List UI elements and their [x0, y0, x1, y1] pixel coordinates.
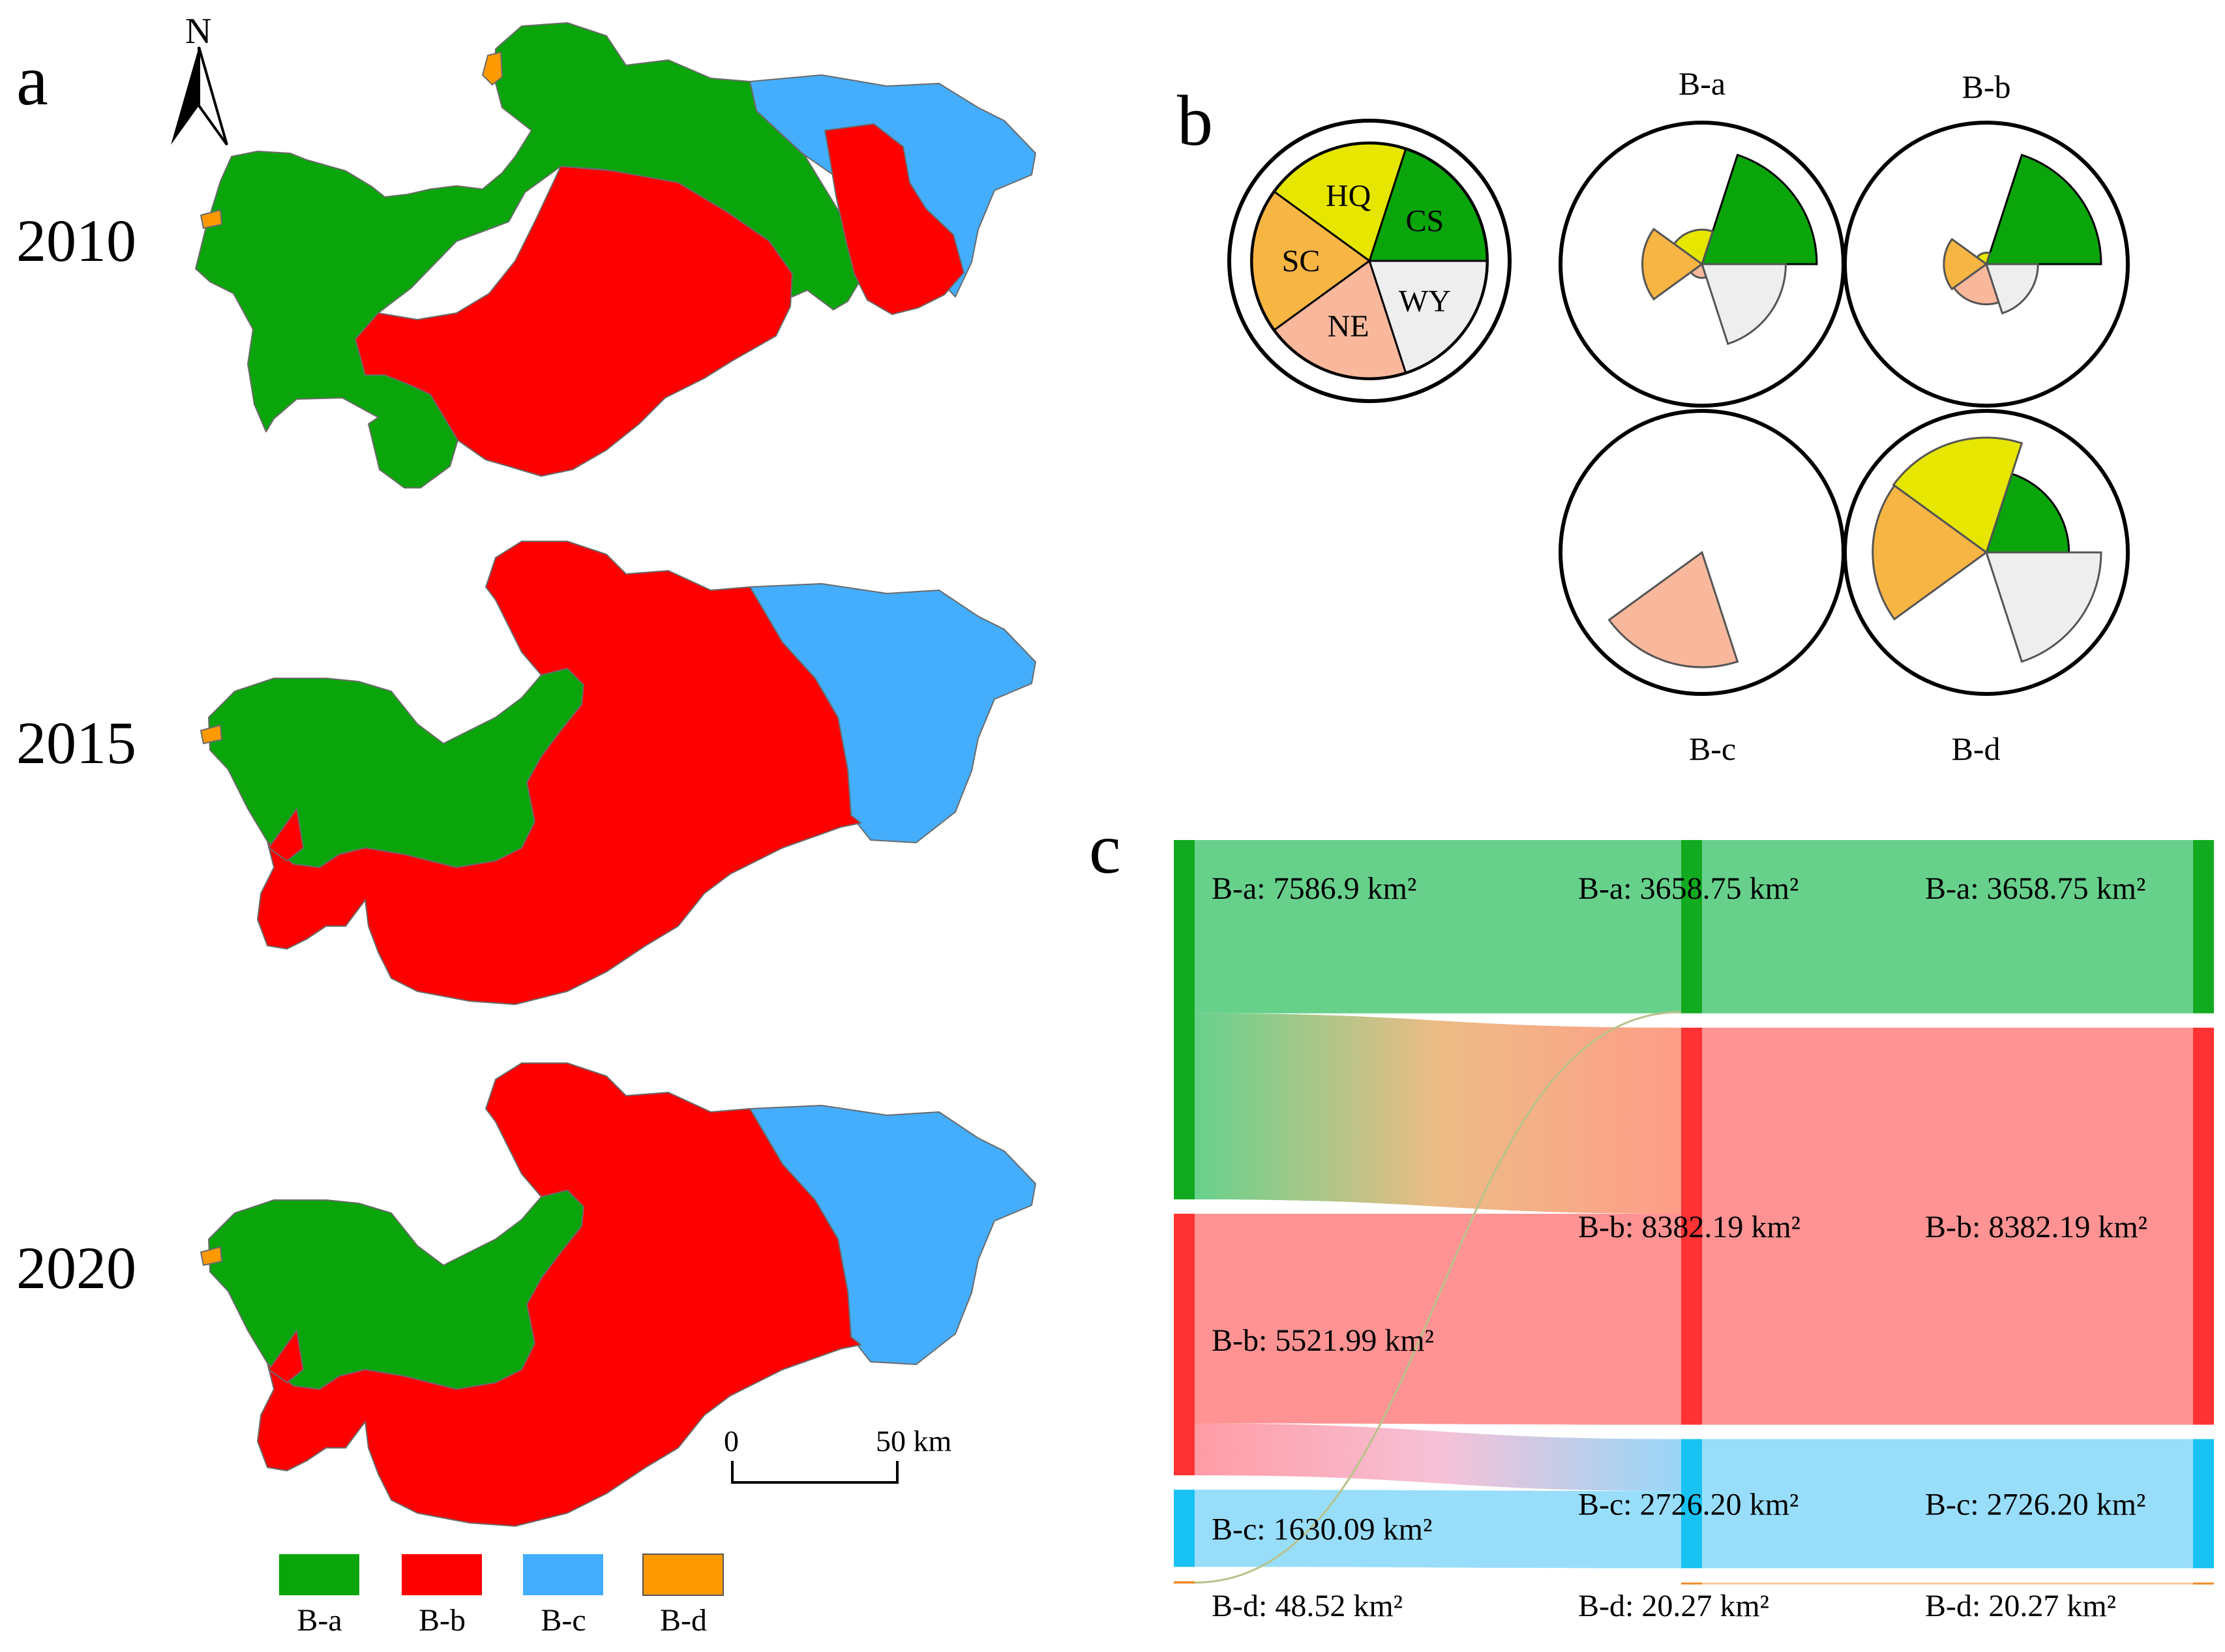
year-label-2020: 2020: [16, 1235, 136, 1301]
panel-label-b: b: [1177, 81, 1213, 160]
legend-swatch-b-d: [642, 1554, 724, 1596]
legend-swatch-b-c: [523, 1554, 603, 1595]
rose-b-b-wedge-cs: [1984, 153, 2102, 265]
sankey-node-2020-b-c: [2193, 1439, 2214, 1569]
rose-key-wedge-cs: [1367, 147, 1488, 262]
map-2015: [200, 541, 1036, 1005]
sankey-label-2020-b-b: B-b: 8382.19 km²: [1925, 1210, 2147, 1244]
sankey-node-2010-b-d: [1174, 1581, 1195, 1584]
legend-label-b-a: B-a: [297, 1603, 342, 1638]
north-arrow-label: N: [185, 11, 211, 52]
scale-bar: 0 50 km: [724, 1424, 952, 1484]
region-b-b: [268, 808, 304, 862]
rose-b-b-wedge-wy: [1984, 263, 2039, 315]
sankey-node-2010-b-c: [1174, 1490, 1195, 1567]
rose-b-d-wedge-cs: [1984, 472, 2070, 554]
flow-b-c-to-b-c: [1195, 1490, 1681, 1569]
year-label-2015: 2015: [16, 710, 136, 776]
rose-b-a-wedge-sc: [1641, 228, 1704, 301]
rose-key-wedge-sc: [1251, 190, 1371, 331]
legend-label-b-c: B-c: [541, 1603, 586, 1638]
region-b-b: [824, 123, 964, 315]
rose-b-d-wedge-wy: [1984, 551, 2102, 663]
sankey-label-2010-b-a: B-a: 7586.9 km²: [1212, 871, 1416, 906]
legend-swatch-b-b: [402, 1554, 482, 1595]
region-b-d: [200, 209, 222, 229]
rose-b-d-wedge-hq: [1892, 436, 2023, 554]
scale-bar-zero: 0: [724, 1424, 739, 1458]
sankey-label-2010-b-c: B-c: 1630.09 km²: [1212, 1512, 1432, 1546]
sankey-node-2015-b-b: [1681, 1027, 1702, 1425]
rose-b-d-wedge-sc: [1872, 484, 1988, 621]
panel-label-c: c: [1089, 809, 1121, 888]
rose-b-a-wedge-wy: [1700, 263, 1787, 346]
rose-key-label-wy: WY: [1399, 284, 1451, 319]
map-2010: [195, 22, 1036, 488]
region-b-b: [268, 1330, 304, 1383]
flow-2015-b-a-to-2020-b-a: [1702, 840, 2193, 1014]
panel-label-a: a: [16, 40, 48, 120]
flow-b-b-to-b-b: [1195, 1214, 1681, 1425]
sankey-node-2020-b-b: [2193, 1027, 2214, 1425]
rose-b-a-wedge-hq: [1673, 228, 1714, 266]
legend-label-b-d: B-d: [660, 1603, 707, 1638]
sankey-label-2010-b-d: B-d: 48.52 km²: [1212, 1589, 1403, 1623]
rose-key-wedge-wy: [1367, 260, 1488, 374]
flow-2015-b-d-to-2020-b-d: [1702, 1582, 2193, 1585]
sankey-node-2015-b-c: [1681, 1439, 1702, 1569]
flow-2015-b-c-to-2020-b-c: [1702, 1439, 2193, 1569]
flow-b-a-to-b-b: [1195, 1013, 1681, 1214]
sankey-node-2010-b-b: [1174, 1214, 1195, 1476]
map-2020: [200, 1062, 1036, 1527]
rose-key-wedge-hq: [1273, 142, 1407, 263]
rose-key-label-ne: NE: [1328, 309, 1369, 344]
sankey-label-2020-b-c: B-c: 2726.20 km²: [1925, 1488, 2145, 1522]
rose-b-b-label: B-b: [1962, 68, 2011, 105]
sankey-node-2015-b-d: [1681, 1582, 1702, 1585]
year-label-2010: 2010: [16, 207, 136, 274]
region-b-d: [200, 725, 222, 744]
sankey-node-2020-b-d: [2193, 1582, 2214, 1585]
rose-b-b-wedge-sc: [1943, 237, 1988, 291]
sankey-node-2010-b-a: [1174, 840, 1195, 1199]
map-legend: B-a B-b B-c B-d: [279, 1554, 724, 1638]
rose-b-a-wedge-cs: [1700, 153, 1818, 265]
sankey-label-2010-b-b: B-b: 5521.99 km²: [1212, 1323, 1434, 1358]
rose-b-a-label: B-a: [1679, 65, 1725, 102]
north-arrow-icon: [171, 46, 228, 146]
rose-b-c-label: B-c: [1689, 730, 1736, 767]
region-b-b: [257, 541, 861, 1005]
flow-2015-b-b-to-2020-b-b: [1702, 1027, 2193, 1425]
region-b-b: [355, 166, 793, 477]
legend-swatch-b-a: [279, 1554, 359, 1595]
sankey-node-2020-b-a: [2193, 840, 2214, 1014]
rose-b-c-wedge-ne: [1607, 550, 1739, 668]
flow-b-d-to-b-a: [1194, 1011, 1682, 1584]
rose-key-label-sc: SC: [1282, 244, 1321, 278]
sankey-diagram: B-a: 7586.9 km² B-b: 5521.99 km² B-c: 1630…: [1174, 840, 2214, 1623]
sankey-label-2015-b-a: B-a: 3658.75 km²: [1578, 871, 1799, 906]
sankey-label-2015-b-b: B-b: 8382.19 km²: [1578, 1210, 1800, 1244]
rose-key-wedge-ne: [1273, 259, 1407, 380]
region-b-d: [200, 1246, 222, 1266]
sankey-label-2015-b-d: B-d: 20.27 km²: [1578, 1589, 1769, 1623]
sankey-label-2020-b-a: B-a: 3658.75 km²: [1925, 871, 2145, 906]
rose-key-label-hq: HQ: [1326, 179, 1371, 213]
rose-key-label-cs: CS: [1406, 203, 1444, 238]
rose-b-d-label: B-d: [1952, 730, 2001, 767]
sankey-label-2015-b-c: B-c: 2726.20 km²: [1578, 1488, 1799, 1522]
legend-label-b-b: B-b: [419, 1603, 466, 1638]
scale-bar-end: 50 km: [876, 1424, 952, 1458]
flow-b-a-to-b-a: [1195, 840, 1681, 1014]
region-b-d: [482, 52, 503, 85]
region-b-b: [257, 1062, 861, 1527]
flow-b-b-to-b-c: [1195, 1423, 1681, 1492]
rose-b-b-wedge-ne: [1952, 262, 2000, 306]
sankey-node-2015-b-a: [1681, 840, 1702, 1014]
sankey-label-2020-b-d: B-d: 20.27 km²: [1925, 1589, 2116, 1623]
